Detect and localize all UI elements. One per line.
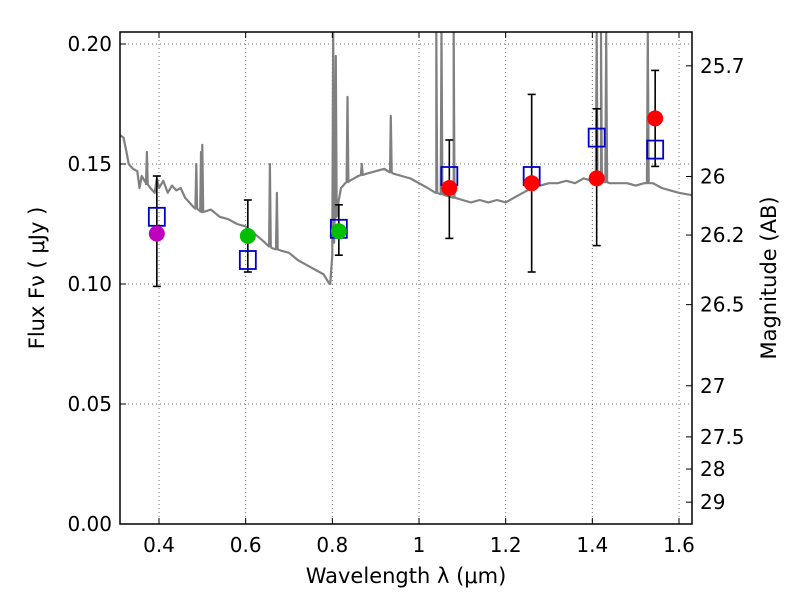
x-tick-label: 1.4 — [576, 533, 608, 557]
x-tick-label: 1.2 — [490, 533, 522, 557]
observed-point — [239, 228, 256, 244]
x-axis-label: Wavelength λ (μm) — [306, 564, 507, 588]
model-point — [587, 127, 606, 148]
axis-ticks: 0.4 0.6 0.8 1 1.2 1.4 1.6 0.00 0.05 0.10 0.15 0.20 2… — [67, 32, 745, 557]
right-tick-label: 29 — [700, 490, 725, 514]
y-tick-label: 0.05 — [67, 392, 112, 416]
model-spectrum — [120, 32, 692, 286]
right-tick-label: 27.5 — [700, 425, 745, 449]
observed-photometry-markers — [148, 110, 664, 244]
model-point — [238, 250, 257, 270]
model-photometry-markers — [147, 127, 665, 270]
observed-point — [647, 110, 664, 127]
observed-point — [523, 175, 540, 192]
x-tick-label: 1.6 — [663, 533, 695, 557]
y-tick-label: 0.10 — [67, 272, 112, 296]
observed-point — [441, 180, 458, 196]
observed-point — [148, 225, 165, 242]
y-tick-label: 0.20 — [67, 32, 112, 56]
right-tick-label: 25.7 — [700, 54, 745, 78]
right-tick-label: 26.5 — [700, 293, 745, 317]
right-axis-label: Magnitude (AB) — [757, 196, 781, 359]
observed-point — [588, 170, 605, 187]
x-tick-label: 0.8 — [316, 533, 348, 557]
y-axis-label: Flux Fν ( μJy ) — [25, 207, 49, 350]
right-tick-label: 27 — [700, 374, 725, 398]
spectrum-line — [120, 32, 692, 286]
x-tick-label: 1 — [413, 533, 426, 557]
model-point — [646, 139, 665, 160]
x-tick-label: 0.4 — [143, 533, 175, 557]
right-tick-label: 26.2 — [700, 223, 745, 247]
right-tick-label: 26 — [700, 164, 725, 188]
right-tick-label: 28 — [700, 457, 725, 481]
plot-frame — [119, 31, 693, 525]
y-tick-label: 0.15 — [67, 152, 112, 176]
observed-point — [330, 223, 347, 240]
x-tick-label: 0.6 — [230, 533, 262, 557]
y-tick-label: 0.00 — [67, 512, 112, 536]
